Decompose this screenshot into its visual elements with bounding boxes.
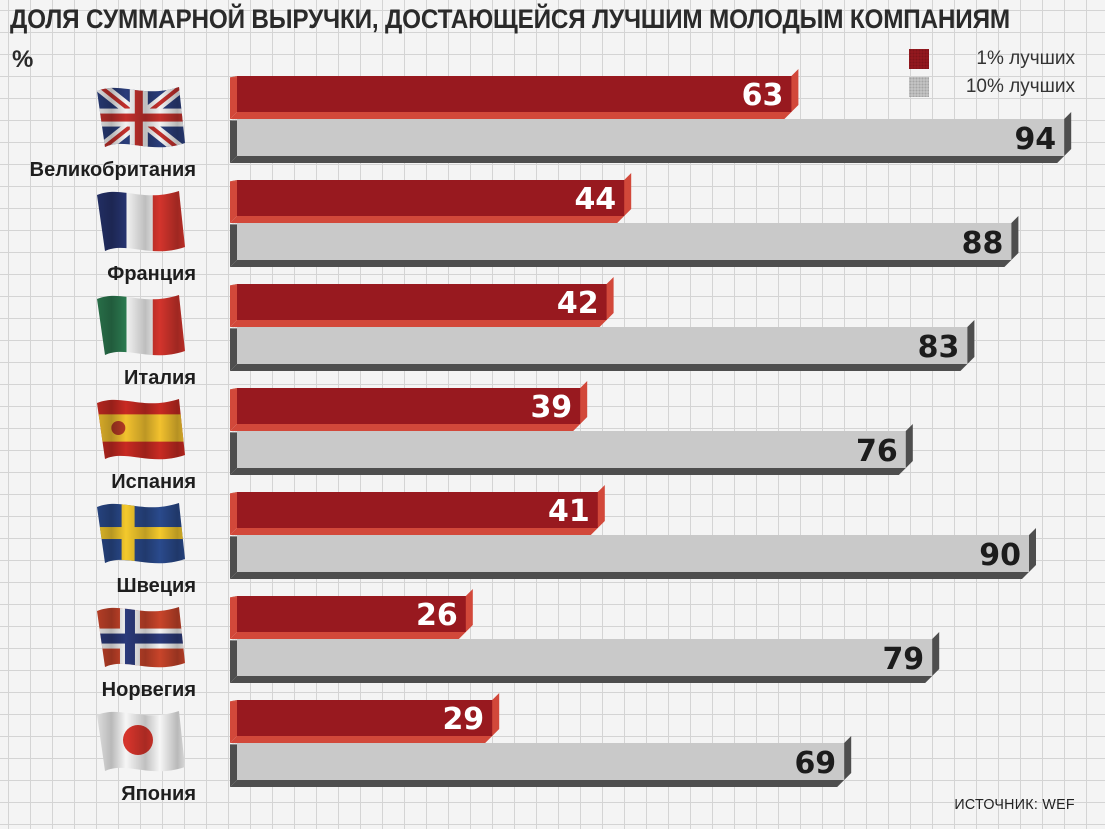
bar-value-top10: 76: [856, 434, 898, 469]
source-note: ИСТОЧНИК: WEF: [954, 796, 1075, 813]
bar-value-top1: 26: [416, 598, 458, 633]
norway-flag-icon: [97, 607, 185, 668]
sweden-flag-icon: [97, 503, 185, 564]
bar-value-top10: 94: [1014, 122, 1056, 157]
bar-value-top1: 42: [557, 286, 599, 321]
bar-value-top1: 39: [530, 390, 572, 425]
bar-top1: [230, 173, 632, 223]
country-label: Япония: [121, 783, 196, 805]
bar-top1: [230, 381, 588, 431]
bar-value-top10: 83: [918, 330, 960, 365]
unit-label: %: [12, 46, 34, 73]
legend-swatch-top1: [909, 49, 929, 69]
legend: 1% лучших 10% лучших: [909, 48, 1075, 104]
country-label: Норвегия: [102, 679, 196, 701]
legend-label-top10: 10% лучших: [965, 76, 1075, 97]
bar-value-top10: 90: [979, 538, 1021, 573]
country-label: Франция: [107, 263, 196, 285]
country-label: Швеция: [116, 575, 196, 597]
bar-top1: [230, 277, 614, 327]
legend-label-top1: 1% лучших: [976, 48, 1075, 69]
bar-top10: [230, 736, 852, 787]
legend-item-top1: 1% лучших: [909, 48, 1075, 70]
bar-top1: [230, 485, 605, 535]
bar-top10: [230, 112, 1072, 163]
uk-flag-icon: [97, 87, 185, 148]
legend-item-top10: 10% лучших: [909, 76, 1075, 98]
bar-top1: [230, 693, 500, 743]
bar-top1: [230, 589, 473, 639]
bar-value-top10: 69: [794, 746, 836, 781]
spain-flag-icon: [97, 399, 185, 460]
bar-value-top1: 41: [548, 494, 590, 529]
bar-top10: [230, 216, 1019, 267]
bar-top10: [230, 632, 940, 683]
france-flag-icon: [97, 191, 185, 252]
bar-value-top1: 63: [742, 78, 784, 113]
country-label: Испания: [111, 471, 196, 493]
bar-value-top10: 88: [962, 226, 1004, 261]
bar-value-top1: 44: [574, 182, 616, 217]
bar-value-top1: 29: [442, 702, 484, 737]
italy-flag-icon: [97, 295, 185, 356]
japan-flag-icon: [97, 711, 185, 772]
legend-swatch-top10: [909, 77, 929, 97]
bar-value-top10: 79: [882, 642, 924, 677]
country-label: Италия: [124, 367, 196, 389]
country-label: Великобритания: [30, 159, 196, 181]
bar-top10: [230, 424, 913, 475]
bar-top1: [230, 69, 799, 119]
chart-title: ДОЛЯ СУММАРНОЙ ВЫРУЧКИ, ДОСТАЮЩЕЙСЯ ЛУЧШ…: [10, 4, 1010, 34]
bar-top10: [230, 320, 975, 371]
bar-top10: [230, 528, 1036, 579]
